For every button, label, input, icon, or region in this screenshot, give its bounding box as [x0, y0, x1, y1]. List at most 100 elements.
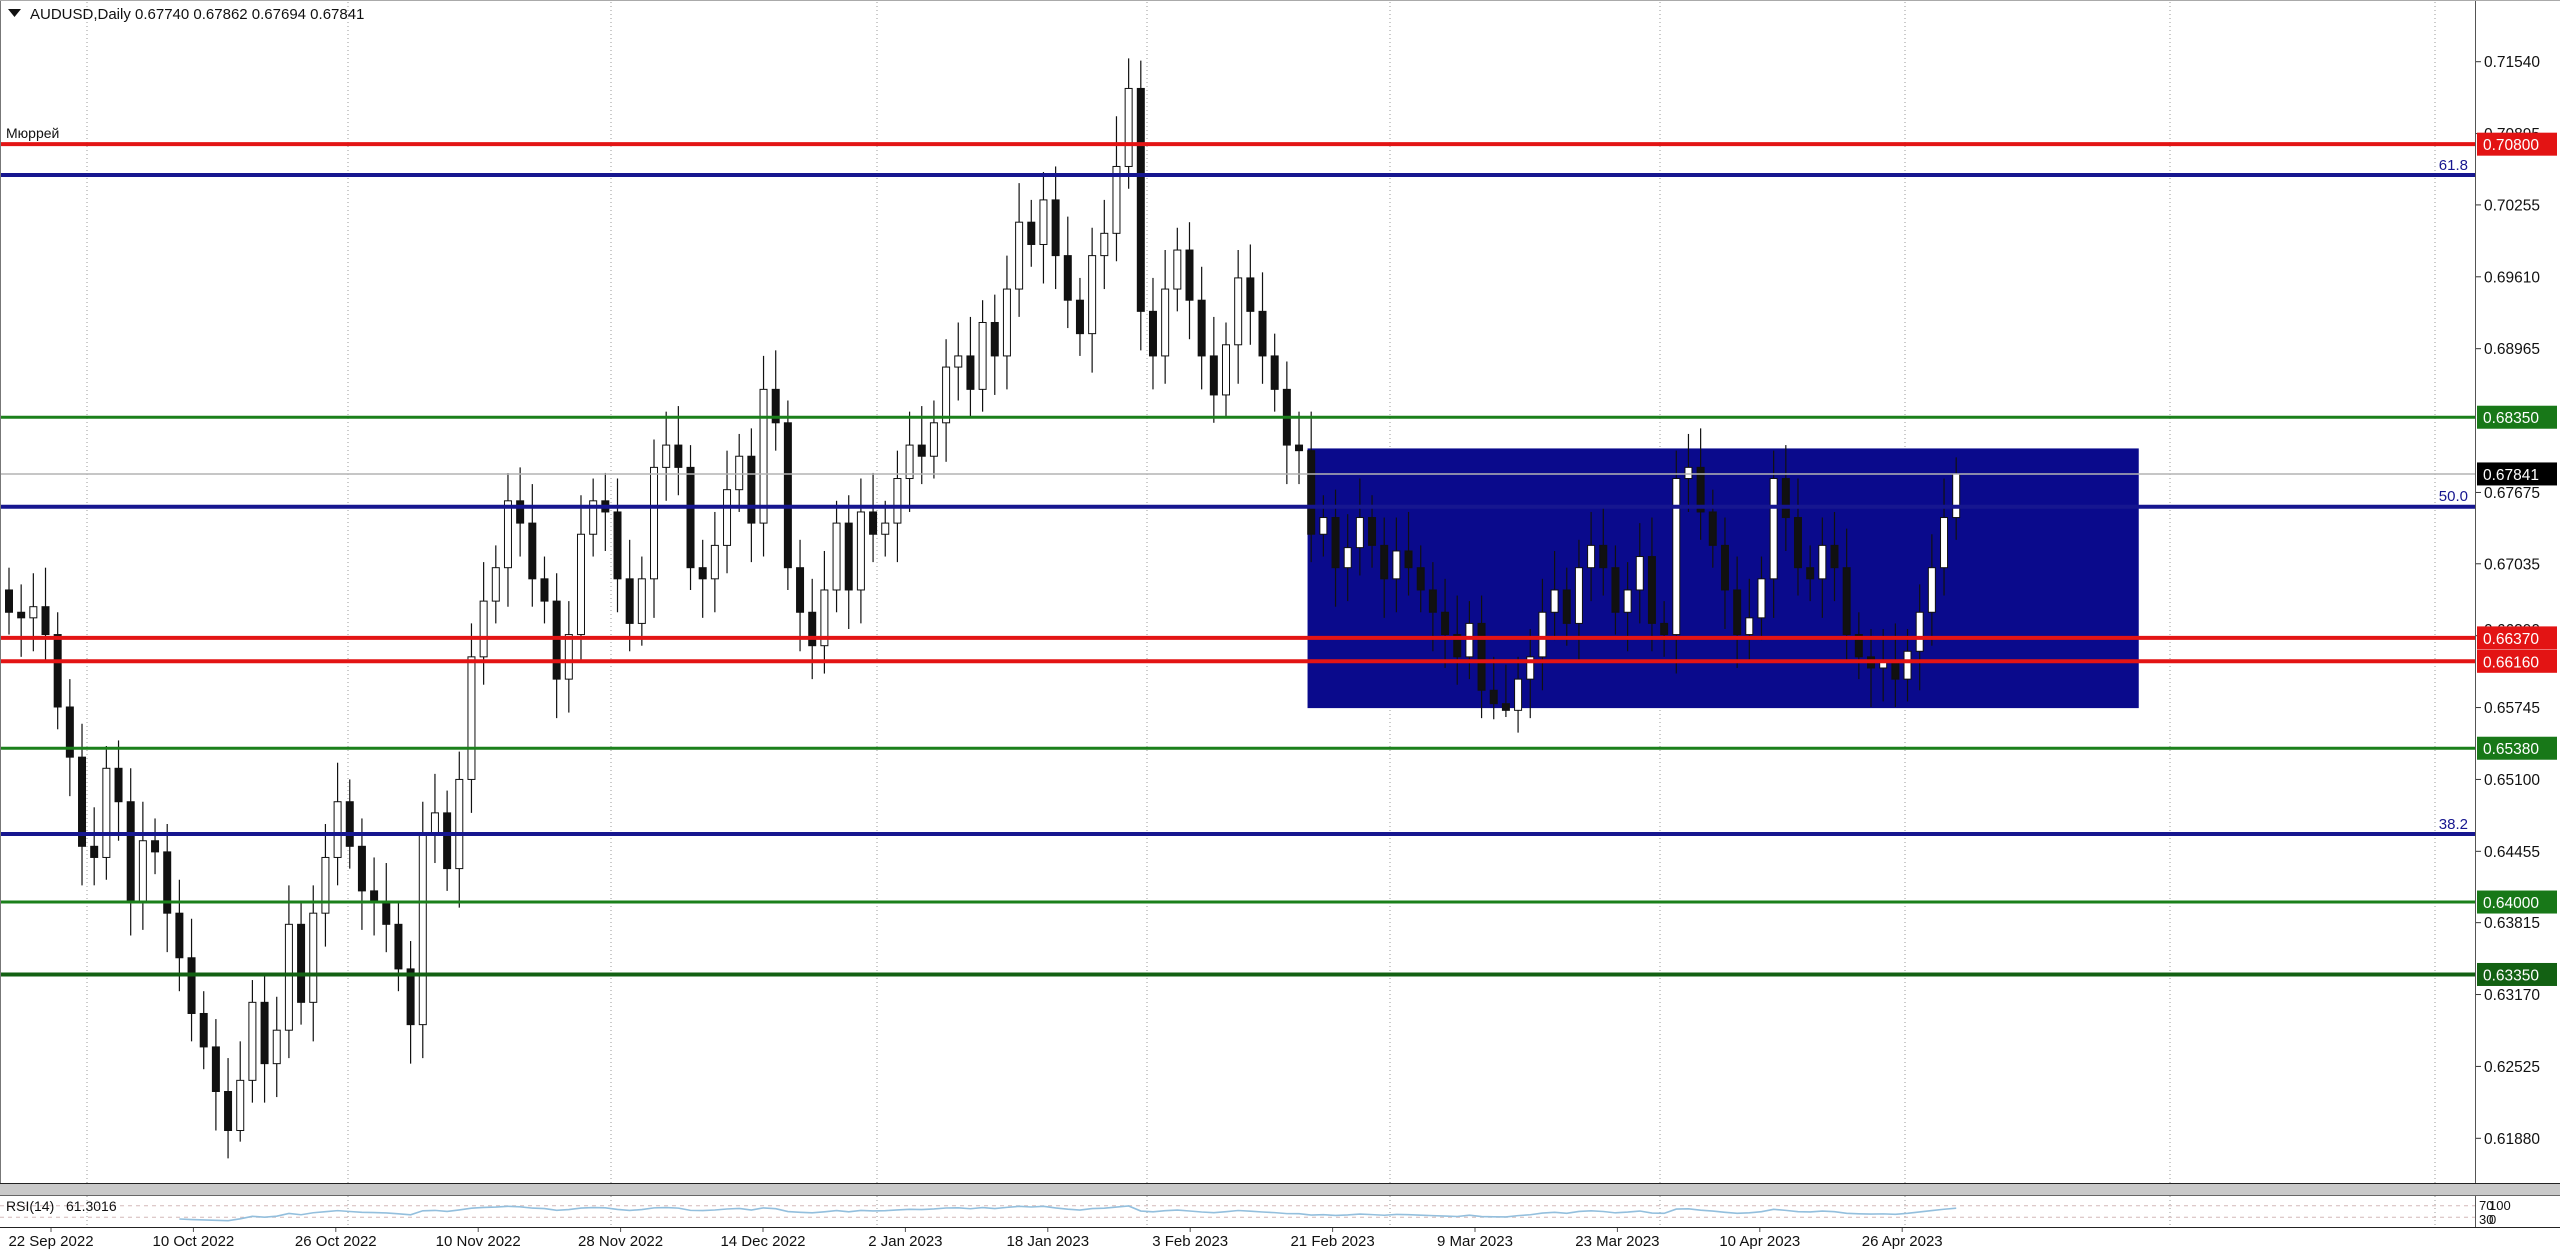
candle-bearish [345, 801, 354, 847]
candle-bearish [175, 912, 184, 959]
date-label: 23 Mar 2023 [1575, 1233, 1659, 1250]
candle-bearish [114, 767, 123, 803]
candle-bearish [1063, 255, 1072, 301]
candle-bearish [990, 321, 999, 357]
candle-bullish [1927, 567, 1936, 613]
candle-bearish [869, 511, 878, 535]
candle-bearish [224, 1090, 233, 1132]
price-tick-label: 0.71540 [2484, 54, 2540, 71]
price-tick-label: 0.68965 [2484, 341, 2540, 358]
candle-bullish [1100, 232, 1109, 257]
candle-bearish [1733, 589, 1742, 636]
candle-bullish [662, 444, 671, 468]
price-tick-label: 0.64455 [2484, 844, 2540, 861]
date-label: 28 Nov 2022 [578, 1233, 663, 1250]
murray-label: Мюррей [6, 125, 59, 141]
price-badge-label: 0.68350 [2483, 410, 2539, 427]
date-label: 10 Apr 2023 [1719, 1233, 1800, 1250]
candle-bearish [1185, 249, 1194, 301]
candle-bullish [503, 500, 512, 569]
candle-bearish [1696, 466, 1705, 513]
price-badge-label: 0.70800 [2483, 137, 2539, 154]
candle-bearish [528, 522, 537, 580]
candle-bearish [808, 611, 817, 647]
chart-title: AUDUSD,Daily 0.67740 0.67862 0.67694 0.6… [30, 6, 364, 23]
candle-bullish [1002, 288, 1011, 357]
candle-bearish [1270, 355, 1279, 390]
candle-bearish [796, 567, 805, 613]
candle-bullish [1355, 517, 1364, 549]
candle-bearish [686, 466, 695, 569]
candle-bullish [321, 856, 330, 914]
grid-lines [86, 2, 2436, 1183]
rsi-panel-background [0, 1196, 2475, 1227]
price-badge-label: 0.67841 [2483, 467, 2539, 484]
rsi-scale-max-label: 100 [2489, 1198, 2511, 1213]
candle-bullish [1915, 611, 1924, 652]
price-badge-green [2477, 405, 2557, 429]
candle-bullish [418, 834, 427, 1026]
rsi-scale-min-label: 0 [2489, 1212, 2496, 1227]
panel-separator[interactable] [0, 1183, 2560, 1196]
fib-61-8-label: 61.8 [2439, 157, 2468, 174]
price-badge-label: 0.64000 [2483, 895, 2539, 912]
candle-bullish [832, 522, 841, 591]
candle-bullish [455, 778, 464, 870]
price-tick-label: 0.67035 [2484, 556, 2540, 573]
price-tick-label: 0.63815 [2484, 915, 2540, 932]
price-badge-red [2477, 626, 2557, 650]
candle-bearish [1891, 661, 1900, 680]
candle-bullish [467, 656, 476, 780]
candle-bearish [1307, 450, 1316, 535]
separator-band[interactable] [0, 1184, 2560, 1195]
price-scale-area[interactable] [2476, 0, 2560, 1228]
candle-bearish [1453, 634, 1462, 658]
price-badge-green [2477, 736, 2557, 760]
candle-bearish [1477, 622, 1486, 691]
candle-bearish [1647, 556, 1656, 624]
candle-bearish [1830, 544, 1839, 569]
candle-bearish [199, 1012, 208, 1048]
candle-bearish [1246, 277, 1255, 312]
candle-bearish [1416, 567, 1425, 591]
candle-bearish [613, 511, 622, 580]
candle-bearish [540, 578, 549, 602]
candle-bullish [954, 355, 963, 368]
price-badge-dark_green [2477, 962, 2557, 986]
candle-bullish [1234, 277, 1243, 346]
candle-bullish [637, 578, 646, 624]
candle-bearish [357, 845, 366, 892]
candle-bearish [211, 1046, 220, 1092]
candle-bullish [820, 589, 829, 647]
rsi-upper-level-label: 70 [2479, 1198, 2493, 1213]
price-tick-label: 0.62525 [2484, 1059, 2540, 1076]
candle-bullish [1015, 221, 1024, 290]
candle-bearish [1854, 634, 1863, 658]
candle-bearish [771, 388, 780, 424]
price-badges: 0.70800 0.68350 0.67841 0.66370 0.66160 0.653… [2477, 132, 2557, 986]
candle-bullish [1587, 544, 1596, 569]
price-tick-label: 0.65100 [2484, 772, 2540, 789]
rsi-panel: RSI(14) 61.3016 70 100 30 0 [0, 1196, 2560, 1228]
price-badge-label: 0.66370 [2483, 631, 2539, 648]
candle-bullish [1940, 517, 1949, 569]
candle-bullish [284, 923, 293, 1031]
time-scale-area[interactable] [0, 1228, 2560, 1252]
candle-bullish [1672, 478, 1681, 636]
candle-bearish [783, 422, 792, 569]
candle-bearish [370, 890, 379, 903]
candle-bearish [966, 355, 975, 390]
price-badge-red [2477, 649, 2557, 673]
candle-bearish [1428, 589, 1437, 613]
candle-bearish [1209, 355, 1218, 396]
rsi-curve [179, 1205, 1957, 1222]
fib-38-2-label: 38.2 [2439, 816, 2468, 833]
candle-bearish [1708, 511, 1717, 546]
candle-bearish [1368, 517, 1377, 546]
candle-bullish [430, 812, 439, 836]
candle-bullish [333, 801, 342, 858]
candle-bearish [674, 444, 683, 468]
symbol-dropdown-icon[interactable] [8, 9, 21, 17]
